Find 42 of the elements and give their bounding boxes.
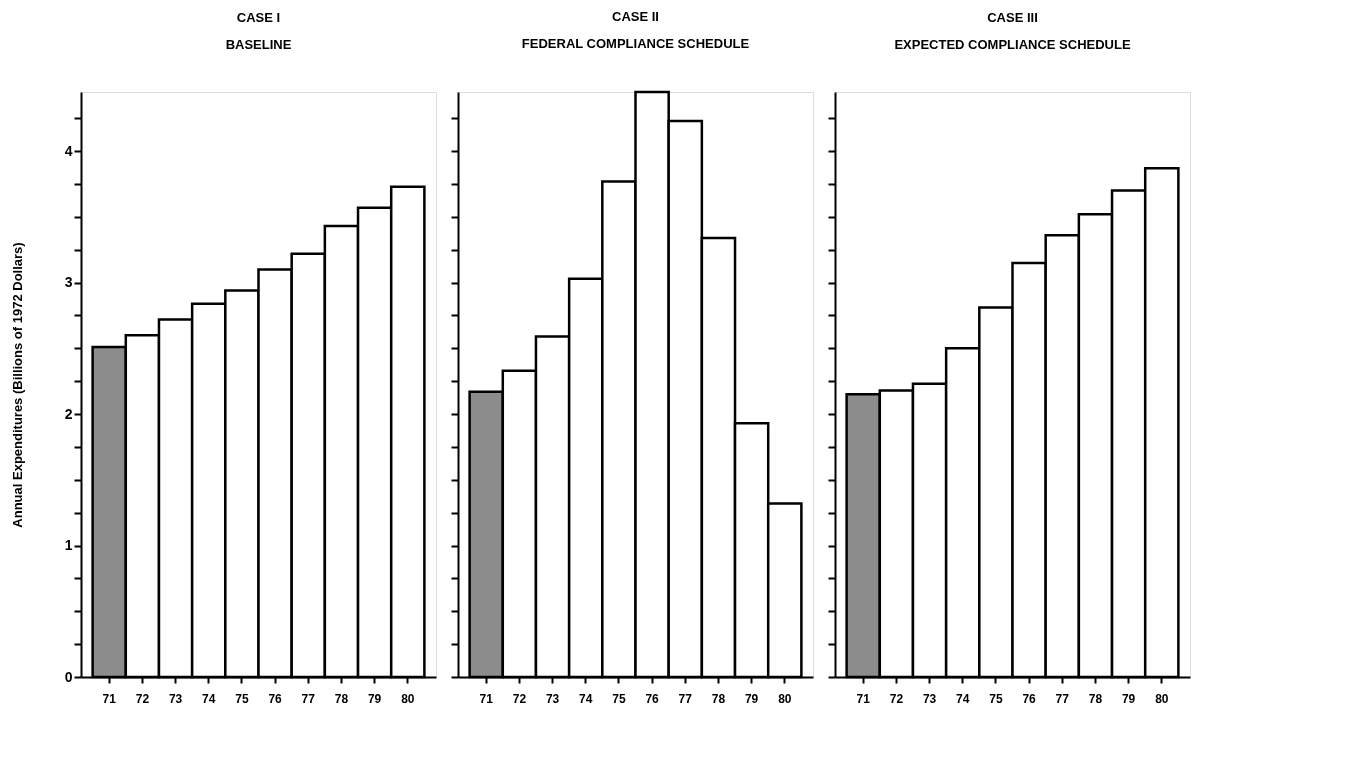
x-tick-label: 74 xyxy=(956,691,970,706)
x-tick-label: 77 xyxy=(301,691,316,706)
chart-subtitle: FEDERAL COMPLIANCE SCHEDULE xyxy=(521,35,750,51)
y-tick-label: 3 xyxy=(64,274,73,291)
x-tick-label: 73 xyxy=(922,691,937,706)
x-tick-label: 71 xyxy=(479,691,494,706)
x-tick-label: 80 xyxy=(401,691,415,706)
x-tick-label: 79 xyxy=(1121,691,1136,706)
x-tick-label: 73 xyxy=(545,691,560,706)
x-tick-label: 74 xyxy=(202,691,216,706)
chart-subtitle: BASELINE xyxy=(225,37,292,52)
x-tick-label: 72 xyxy=(889,691,904,706)
x-tick-label: 77 xyxy=(1055,691,1070,706)
chart-subtitle: EXPECTED COMPLIANCE SCHEDULE xyxy=(894,37,1131,52)
x-tick-label: 79 xyxy=(367,691,382,706)
x-tick-label: 75 xyxy=(235,691,249,706)
chart-title: CASE II xyxy=(612,8,659,24)
x-tick-label: 79 xyxy=(744,691,759,706)
x-tick-label: 77 xyxy=(678,691,693,706)
x-tick-label: 75 xyxy=(989,691,1003,706)
chart-title: CASE I xyxy=(236,10,281,25)
y-axis-title: Annual Expenditures (Billions of 1972 Dollars) xyxy=(9,242,25,528)
y-tick-label: 2 xyxy=(64,405,73,422)
x-tick-label: 80 xyxy=(1155,691,1169,706)
x-tick-label: 78 xyxy=(1088,691,1103,706)
x-tick-label: 73 xyxy=(168,691,183,706)
y-tick-label: 4 xyxy=(64,142,73,159)
x-tick-label: 78 xyxy=(334,691,349,706)
x-tick-label: 80 xyxy=(778,691,792,706)
x-tick-label: 76 xyxy=(268,691,283,706)
x-tick-label: 76 xyxy=(1022,691,1037,706)
x-tick-label: 71 xyxy=(856,691,871,706)
y-tick-label: 1 xyxy=(64,537,73,554)
x-tick-label: 72 xyxy=(512,691,527,706)
x-tick-label: 72 xyxy=(135,691,150,706)
chart-title: CASE III xyxy=(987,10,1038,25)
x-tick-label: 76 xyxy=(645,691,660,706)
x-tick-label: 74 xyxy=(579,691,593,706)
y-tick-label: 0 xyxy=(64,668,73,685)
x-tick-label: 75 xyxy=(612,691,626,706)
x-tick-label: 78 xyxy=(711,691,726,706)
x-tick-label: 71 xyxy=(102,691,117,706)
